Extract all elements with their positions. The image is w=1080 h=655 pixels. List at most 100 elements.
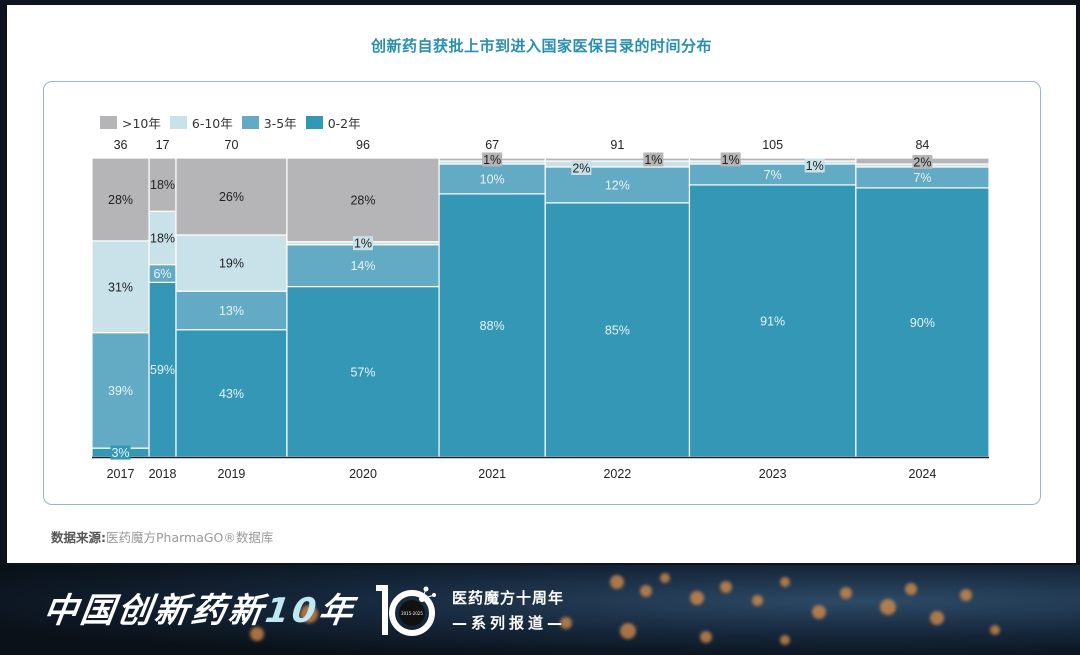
data-label: 6% bbox=[153, 267, 171, 281]
column-total-label: 70 bbox=[225, 138, 239, 152]
bokeh-light bbox=[780, 635, 790, 645]
data-label: 91% bbox=[760, 314, 785, 328]
x-tick-label: 2023 bbox=[759, 467, 787, 481]
bar-segment bbox=[91, 240, 150, 334]
x-tick-label: 2018 bbox=[149, 467, 177, 481]
data-label: 90% bbox=[910, 316, 935, 330]
bokeh-light bbox=[960, 589, 972, 601]
bokeh-light bbox=[300, 605, 318, 623]
legend-label: >10年 bbox=[122, 116, 161, 131]
data-label-background bbox=[720, 152, 741, 167]
series-caption-line2: —系列报道— bbox=[452, 614, 567, 632]
data-label-background bbox=[353, 236, 374, 251]
bar-segment bbox=[438, 163, 546, 195]
data-label: 57% bbox=[350, 365, 375, 379]
legend-item-over-10: >10年 bbox=[100, 113, 161, 132]
data-label: 31% bbox=[108, 280, 133, 294]
bokeh-light bbox=[930, 611, 944, 625]
data-label-background bbox=[912, 154, 933, 169]
bar-segment bbox=[688, 184, 857, 458]
bar-segment bbox=[438, 193, 546, 458]
series-caption-line1: 医药魔方十周年 bbox=[452, 589, 565, 607]
data-source: 数据来源:医药魔方PharmaGO®数据库 bbox=[51, 527, 273, 546]
bokeh-light bbox=[812, 605, 826, 619]
bar-segment bbox=[544, 157, 691, 162]
data-label: 18% bbox=[150, 178, 175, 192]
bar-segment bbox=[175, 157, 288, 236]
data-label: 88% bbox=[480, 319, 505, 333]
data-label-background bbox=[804, 158, 825, 173]
data-label: 1% bbox=[644, 153, 662, 167]
data-label: 26% bbox=[219, 190, 244, 204]
column-total-label: 36 bbox=[114, 138, 128, 152]
bar-segment bbox=[286, 285, 440, 458]
data-label-background bbox=[110, 445, 131, 460]
bar-segment bbox=[148, 157, 177, 212]
data-label: 28% bbox=[350, 193, 375, 207]
source-value: 医药魔方PharmaGO®数据库 bbox=[106, 530, 274, 545]
data-label-background bbox=[571, 160, 592, 175]
bar-segment bbox=[175, 290, 288, 331]
column-total-label: 17 bbox=[156, 138, 170, 152]
data-label: 7% bbox=[913, 171, 931, 185]
data-label: 10% bbox=[480, 172, 505, 186]
data-label: 1% bbox=[483, 153, 501, 167]
data-label: 1% bbox=[722, 153, 740, 167]
bar-segment bbox=[175, 234, 288, 292]
data-label: 14% bbox=[350, 259, 375, 273]
data-label: 7% bbox=[764, 168, 782, 182]
legend-item-0-2: 0-2年 bbox=[305, 113, 361, 132]
data-label: 28% bbox=[108, 193, 133, 207]
bokeh-light bbox=[840, 587, 852, 599]
x-tick-label: 2017 bbox=[107, 467, 135, 481]
bar-segment bbox=[148, 281, 177, 458]
column-total-label: 67 bbox=[485, 138, 499, 152]
legend-item-3-5: 3-5年 bbox=[241, 113, 297, 132]
data-label: 39% bbox=[108, 384, 133, 398]
data-label: 18% bbox=[150, 231, 175, 245]
legend-item-6-10: 6-10年 bbox=[169, 113, 233, 132]
bokeh-light bbox=[660, 573, 670, 583]
bokeh-light bbox=[610, 575, 624, 589]
bokeh-light bbox=[905, 583, 917, 595]
column-total-label: 105 bbox=[762, 138, 783, 152]
banner-title-main: 中国创新药新 bbox=[40, 591, 269, 631]
bokeh-light bbox=[780, 577, 790, 587]
chart-legend: >10年 6-10年 3-5年 0-2年 bbox=[100, 113, 370, 132]
data-label: 12% bbox=[605, 178, 630, 192]
data-label-background bbox=[643, 152, 664, 167]
data-label: 43% bbox=[219, 387, 244, 401]
bar-segment bbox=[175, 329, 288, 458]
legend-swatch bbox=[169, 116, 187, 129]
bar-segment bbox=[91, 157, 150, 242]
data-label: 59% bbox=[150, 363, 175, 377]
chart-title: 创新药自获批上市到进入国家医保目录的时间分布 bbox=[370, 37, 712, 55]
bokeh-light bbox=[250, 627, 264, 641]
x-tick-label: 2020 bbox=[349, 467, 377, 481]
source-label: 数据来源: bbox=[51, 530, 106, 545]
ten-year-logo: 2015-2025 bbox=[376, 585, 436, 636]
x-tick-label: 2022 bbox=[603, 467, 631, 481]
legend-label: 6-10年 bbox=[191, 116, 233, 131]
column-total-label: 91 bbox=[610, 138, 624, 152]
legend-swatch bbox=[100, 116, 117, 129]
data-label: 2% bbox=[913, 155, 931, 169]
data-label: 1% bbox=[354, 237, 372, 251]
x-tick-label: 2024 bbox=[909, 467, 937, 481]
data-label-background bbox=[482, 152, 503, 167]
bar-segment bbox=[544, 160, 691, 168]
legend-swatch bbox=[305, 116, 323, 129]
data-label: 19% bbox=[219, 257, 244, 271]
bar-segment bbox=[688, 157, 857, 162]
legend-label: 3-5年 bbox=[263, 116, 297, 131]
bokeh-light bbox=[720, 581, 732, 593]
column-total-label: 84 bbox=[915, 138, 929, 152]
bokeh-light bbox=[560, 617, 572, 629]
bar-segment bbox=[148, 210, 177, 266]
legend-swatch bbox=[241, 116, 259, 129]
bokeh-light bbox=[880, 599, 896, 615]
bokeh-light bbox=[640, 585, 652, 597]
x-tick-label: 2019 bbox=[218, 467, 246, 481]
logo-years: 2015-2025 bbox=[401, 611, 423, 616]
bokeh-light bbox=[620, 623, 636, 639]
